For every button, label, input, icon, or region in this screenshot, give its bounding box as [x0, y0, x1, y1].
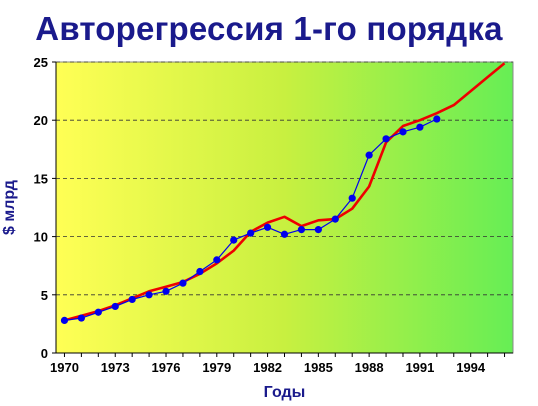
data-point-1990 — [399, 128, 407, 136]
data-point-1976 — [162, 287, 170, 295]
data-point-1989 — [382, 135, 390, 143]
x-axis-label: Годы — [264, 384, 306, 401]
data-point-1978 — [196, 267, 204, 276]
data-point-1970 — [60, 316, 69, 325]
data-point-1979 — [213, 256, 221, 264]
x-tick-labels: 1970 1973 1976 1979 1982 1985 1988 1991 1994 — [50, 360, 486, 375]
y-axis-label: $ млрд — [1, 180, 18, 235]
data-point-1982 — [263, 223, 272, 231]
data-point-1971 — [77, 314, 85, 322]
data-point-1991 — [416, 123, 424, 131]
y-tick-label-2: 10 — [34, 230, 48, 245]
data-point-1985 — [314, 226, 322, 234]
y-tick-label-0: 0 — [41, 346, 48, 361]
y-tick-label-1: 5 — [41, 288, 48, 303]
y-tick-label-3: 15 — [34, 171, 48, 186]
data-point-1981 — [247, 229, 255, 237]
x-tick-label-8: 1994 — [456, 360, 486, 375]
data-point-1973 — [111, 302, 119, 311]
x-tick-label-3: 1979 — [202, 360, 231, 375]
axes — [55, 62, 513, 357]
x-tick-label-2: 1976 — [152, 360, 181, 375]
x-tick-label-4: 1982 — [253, 360, 282, 375]
chart-title: Авторегрессия 1-го порядка — [35, 10, 503, 47]
x-tick-label-7: 1991 — [405, 360, 434, 375]
series-markers — [60, 115, 441, 325]
data-point-1988 — [365, 151, 373, 159]
data-point-1984 — [297, 226, 306, 234]
data-point-1972 — [94, 308, 102, 316]
data-point-1986 — [331, 215, 339, 223]
data-point-1980 — [230, 236, 238, 244]
plot-area — [55, 61, 514, 354]
data-point-1977 — [179, 279, 187, 287]
x-tick-label-5: 1985 — [304, 360, 333, 375]
x-tick-label-6: 1988 — [355, 360, 384, 375]
series-line-1 — [64, 62, 506, 322]
data-point-1974 — [128, 295, 136, 304]
data-point-1992 — [433, 115, 441, 123]
y-tick-label-5: 25 — [34, 55, 48, 70]
data-point-1987 — [348, 194, 356, 202]
y-tick-labels: 0 5 10 15 20 25 — [34, 55, 48, 361]
data-point-1983 — [280, 230, 289, 238]
y-tick-label-4: 20 — [34, 113, 48, 128]
x-tick-label-1: 1973 — [101, 360, 130, 375]
data-point-1975 — [145, 291, 153, 299]
x-tick-label-0: 1970 — [50, 360, 79, 375]
